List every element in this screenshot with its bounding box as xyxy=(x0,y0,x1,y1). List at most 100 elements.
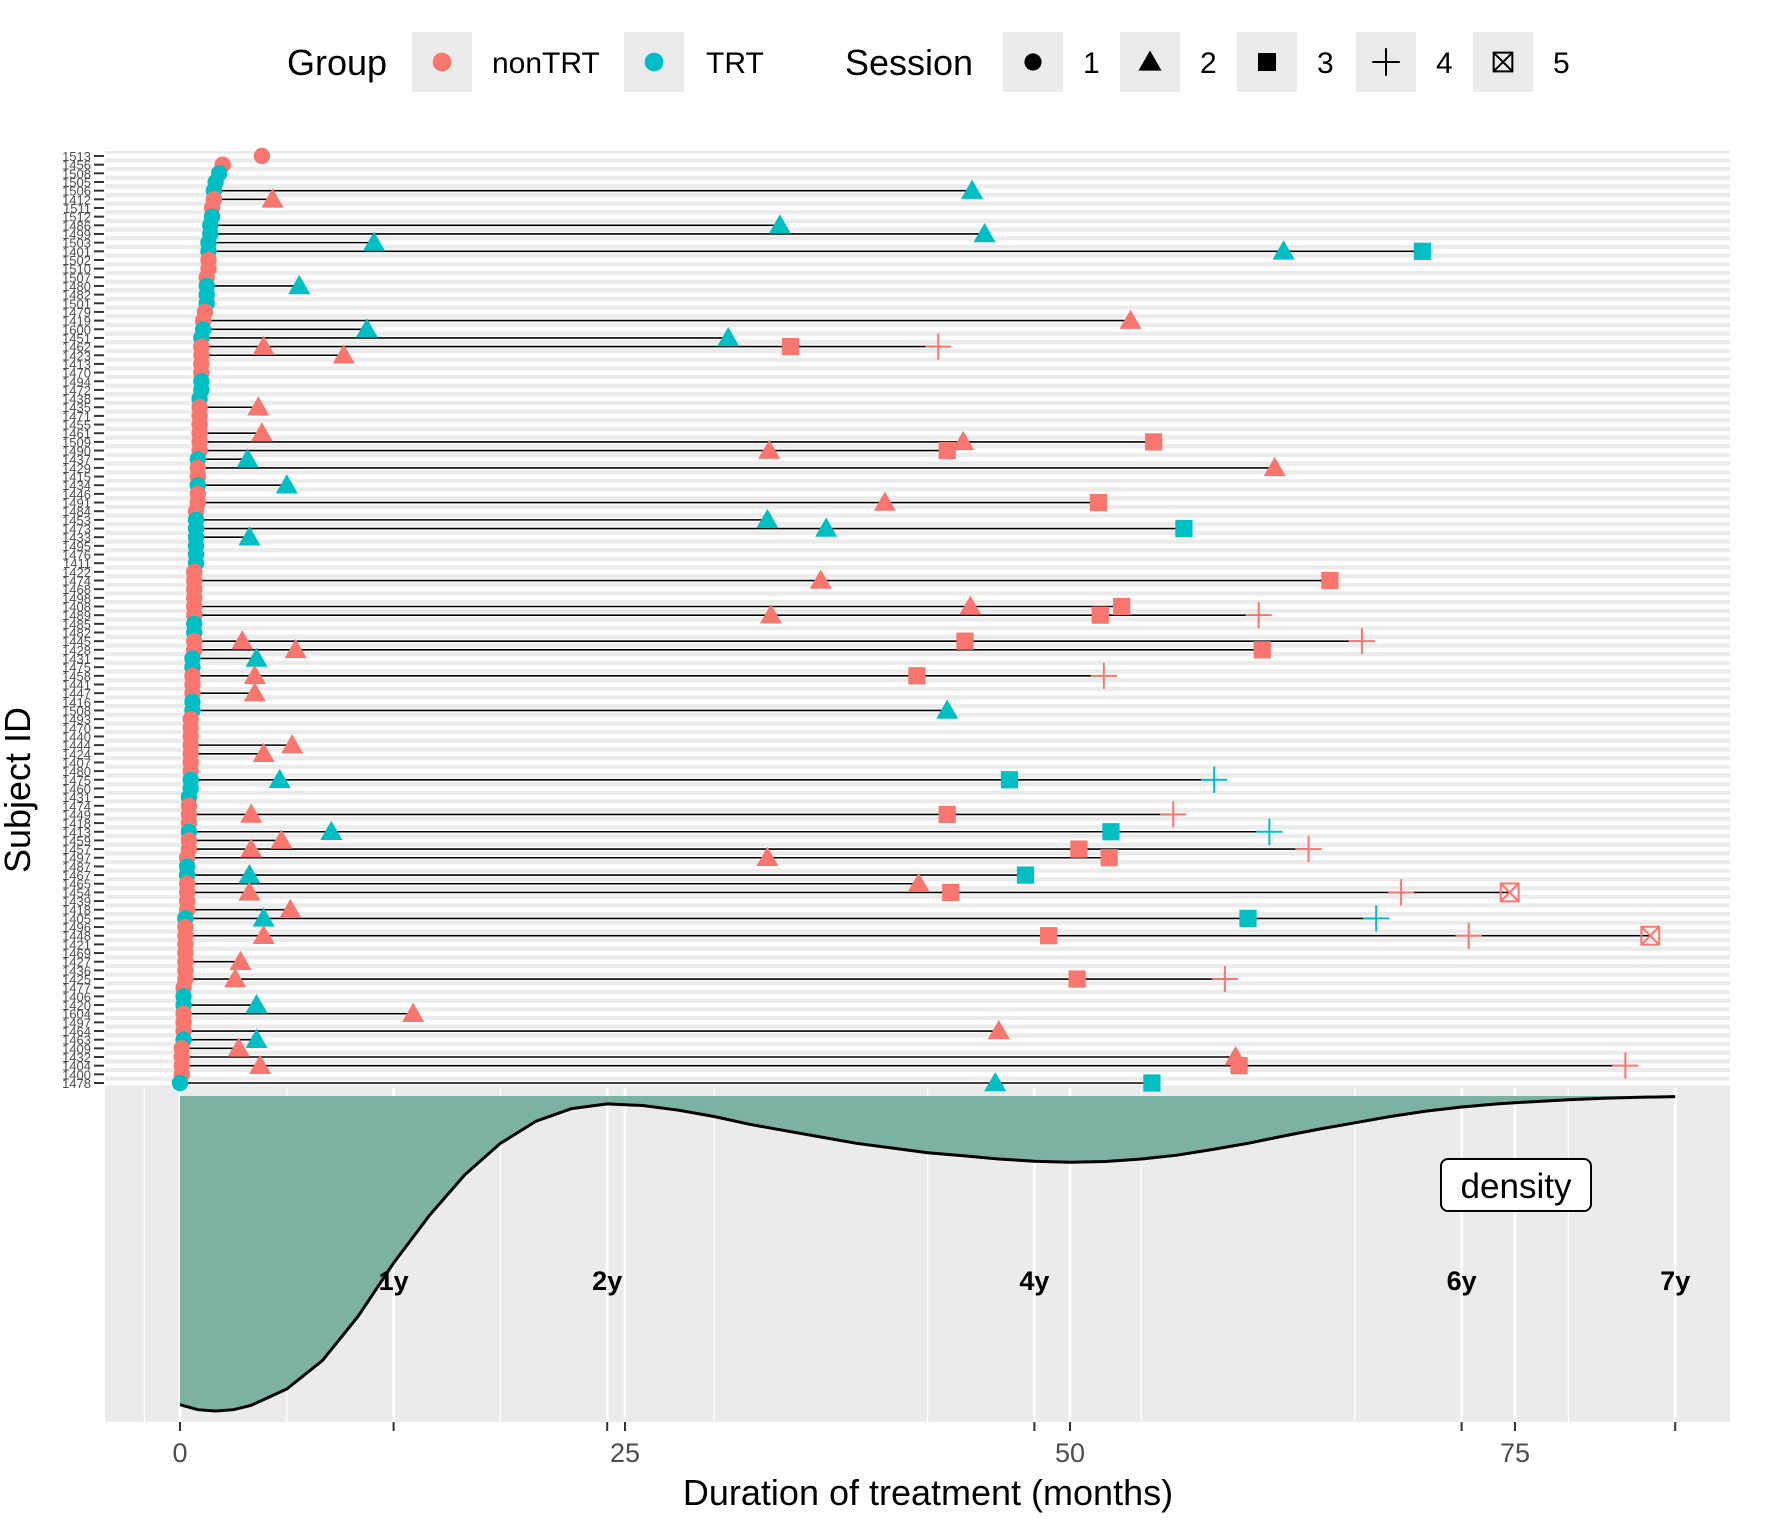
session-point xyxy=(402,1002,425,1022)
session-point xyxy=(281,734,304,754)
y-axis-tick-label: 1440 xyxy=(62,729,91,744)
x-axis-tick-label: 0 xyxy=(172,1438,187,1468)
y-axis-tick-label: 1469 xyxy=(62,946,91,961)
session-point xyxy=(1348,628,1376,655)
y-axis-tick-label: 1511 xyxy=(63,201,91,216)
y-axis-tick-label: 1463 xyxy=(62,1033,91,1048)
session-point xyxy=(907,872,930,893)
legend-session-swatch xyxy=(1138,50,1162,71)
y-axis-tick-label: 1474 xyxy=(62,574,91,589)
y-axis-tick-label: 1448 xyxy=(62,929,91,944)
session-point xyxy=(1455,922,1482,949)
session-point xyxy=(171,1074,189,1092)
session-point xyxy=(247,396,270,416)
y-axis-tick-label: 1487 xyxy=(62,859,91,874)
y-axis-tick-label: 1477 xyxy=(62,981,91,996)
y-axis-tick-label: 1453 xyxy=(62,513,91,528)
y-axis-tick-label: 1471 xyxy=(62,409,91,424)
y-axis-tick-label: 1461 xyxy=(62,426,91,441)
y-axis-tick-label: 1454 xyxy=(62,885,91,900)
session-point xyxy=(238,526,261,546)
session-point xyxy=(243,682,266,702)
session-point xyxy=(956,632,974,650)
session-point xyxy=(279,898,302,918)
session-point xyxy=(1160,801,1187,828)
session-point xyxy=(245,647,268,667)
y-axis-tick-label: 1600 xyxy=(62,322,91,337)
y-axis-tick-label: 1498 xyxy=(62,591,91,606)
session-point xyxy=(249,1054,272,1074)
y-axis-tick-label: 1446 xyxy=(62,487,91,502)
y-axis-tick-label: 1428 xyxy=(62,643,91,658)
y-axis-tick-label: 1470 xyxy=(62,366,91,381)
y-axis-tick-label: 1418 xyxy=(62,816,91,831)
y-axis-tick-label: 1475 xyxy=(62,773,91,788)
session-point xyxy=(961,179,984,199)
legend-session-label: 3 xyxy=(1317,47,1334,80)
y-axis-tick-label: 1493 xyxy=(62,712,91,727)
y-axis-title: Subject ID xyxy=(0,707,38,873)
session-point xyxy=(224,968,247,988)
session-point xyxy=(908,667,926,685)
session-point xyxy=(238,864,261,884)
y-axis-tick-label: 1455 xyxy=(62,418,91,433)
session-point xyxy=(1000,771,1019,789)
y-axis-tick-label: 1449 xyxy=(62,807,91,822)
y-axis-tick-label: 1400 xyxy=(62,1067,91,1082)
session-point xyxy=(362,231,386,251)
y-axis-tick-label: 1419 xyxy=(62,314,91,329)
y-axis-tick-label: 1411 xyxy=(63,556,91,571)
y-axis-tick-label: 1425 xyxy=(62,972,91,987)
year-marker-label: 1y xyxy=(379,1266,409,1296)
density-label: density xyxy=(1440,1158,1592,1212)
session-point xyxy=(261,188,284,208)
year-markers: 1y 2y 4y 6y 7y xyxy=(379,1266,1691,1296)
y-axis-tick-label: 1509 xyxy=(62,435,91,450)
y-axis-tick-label: 1456 xyxy=(62,158,91,173)
legend-session-swatch xyxy=(1372,48,1400,76)
session-point xyxy=(252,924,275,944)
y-axis-tick-label: 1433 xyxy=(62,530,91,545)
session-point xyxy=(717,326,740,347)
legend-session-items: 1 2 3 4 5 xyxy=(1003,32,1570,92)
y-axis-tick-label: 1507 xyxy=(62,270,91,285)
y-axis-tick-label: 1421 xyxy=(62,937,91,952)
legend-session-swatch xyxy=(1024,53,1042,71)
session-point xyxy=(1145,433,1163,451)
plot-panel: 1y 2y 4y 6y 7y density xyxy=(105,147,1730,1422)
legend-group-swatch xyxy=(644,52,664,72)
legend-group-swatch xyxy=(432,52,452,72)
y-axis-tick-label: 1429 xyxy=(62,461,91,476)
session-point xyxy=(938,441,956,460)
y-axis-tick-label: 1451 xyxy=(62,331,91,346)
y-axis-tick-label: 1462 xyxy=(62,340,91,355)
y-axis-tick-label: 1435 xyxy=(62,400,91,415)
session-point xyxy=(229,950,252,970)
y-axis-tick-label: 1420 xyxy=(62,998,91,1013)
y-axis-tick-label: 1437 xyxy=(62,452,91,467)
session-point xyxy=(1175,519,1193,538)
x-axis-tick-label: 75 xyxy=(1500,1438,1530,1468)
y-axis-tick-label: 1424 xyxy=(62,747,91,762)
year-marker-label: 2y xyxy=(592,1266,622,1296)
y-axis-tick-label: 1413 xyxy=(62,357,91,372)
session-point xyxy=(1143,1074,1161,1092)
y-axis-tick-label: 1513 xyxy=(62,149,91,164)
session-point xyxy=(973,222,996,243)
y-axis-tick-label: 1407 xyxy=(62,755,91,770)
legend-group-items: nonTRT TRT xyxy=(412,32,764,92)
y-axis-tick-label: 1444 xyxy=(62,738,91,753)
legend-session-swatch xyxy=(1492,51,1514,73)
y-axis-tick-label: 1441 xyxy=(62,677,91,692)
density-area xyxy=(179,1095,1676,1413)
y-axis-tick-label: 1510 xyxy=(62,262,91,277)
x-axis-tick-label: 25 xyxy=(610,1438,640,1468)
y-axis-tick-label: 1480 xyxy=(62,764,91,779)
x-axis: 0 25 50 75 xyxy=(172,1422,1677,1468)
y-axis-tick-label: 1445 xyxy=(62,634,91,649)
y-axis-tick-label: 1405 xyxy=(62,911,91,926)
y-axis-tick-label: 1460 xyxy=(62,781,91,796)
y-axis-tick-label: 1459 xyxy=(62,833,91,848)
y-axis-tick-label: 1489 xyxy=(62,608,91,623)
density-label-box xyxy=(1440,1158,1592,1212)
